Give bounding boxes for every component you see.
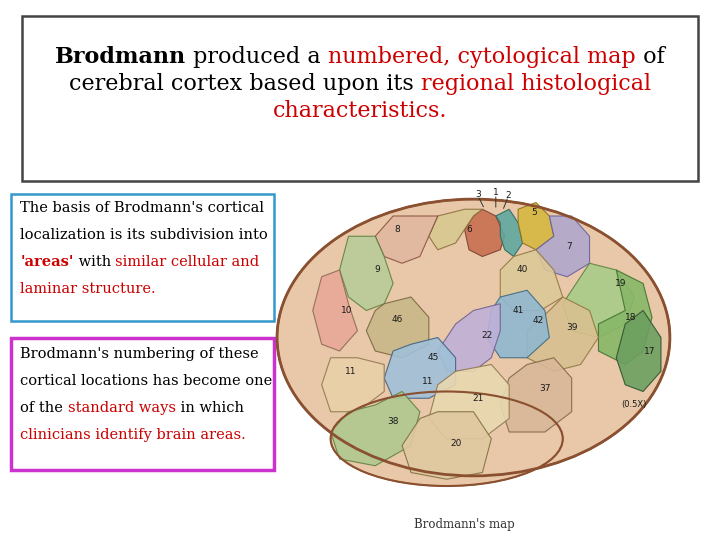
Text: regional histological: regional histological [421,73,651,94]
Text: Brodmann's map: Brodmann's map [414,518,515,531]
Polygon shape [322,357,384,411]
Text: 42: 42 [533,316,544,325]
Text: 41: 41 [513,306,523,315]
Polygon shape [496,209,523,256]
Polygon shape [402,411,491,480]
Polygon shape [429,364,509,438]
Text: laminar structure.: laminar structure. [20,282,156,296]
Text: with: with [73,255,115,269]
Polygon shape [518,202,554,249]
Text: 18: 18 [625,313,636,322]
Text: 20: 20 [450,440,462,448]
Text: cerebral cortex based upon its: cerebral cortex based upon its [69,73,421,94]
Polygon shape [500,249,563,310]
Text: 10: 10 [341,306,352,315]
Text: similar cellular and: similar cellular and [115,255,259,269]
Ellipse shape [330,392,563,486]
Text: standard ways: standard ways [68,401,176,415]
Text: numbered, cytological map: numbered, cytological map [328,46,636,68]
Text: The basis of Brodmann's cortical: The basis of Brodmann's cortical [20,201,264,215]
Text: 40: 40 [517,266,528,274]
FancyBboxPatch shape [11,338,274,470]
Text: 11: 11 [422,377,433,386]
Text: 45: 45 [428,353,439,362]
Polygon shape [366,297,429,357]
Text: cortical locations has become one: cortical locations has become one [20,374,272,388]
Polygon shape [487,291,549,357]
Polygon shape [500,357,572,432]
Polygon shape [312,270,357,351]
Polygon shape [527,297,598,372]
Text: (0.5X): (0.5X) [621,401,647,409]
Polygon shape [438,303,500,372]
Text: 2: 2 [505,191,511,200]
Text: localization is its subdivision into: localization is its subdivision into [20,228,268,242]
Text: 17: 17 [644,347,655,355]
Text: Brodmann's numbering of these: Brodmann's numbering of these [20,347,258,361]
Polygon shape [598,270,652,364]
Polygon shape [375,216,438,263]
FancyBboxPatch shape [22,16,698,181]
Polygon shape [536,216,590,276]
Text: 5: 5 [532,208,538,217]
Text: 1: 1 [493,188,499,197]
Text: produced a: produced a [186,46,328,68]
Polygon shape [464,209,505,256]
Text: 21: 21 [472,394,484,403]
Text: of the: of the [20,401,68,415]
Text: in which: in which [176,401,243,415]
Text: clinicians identify brain areas.: clinicians identify brain areas. [20,428,246,442]
Text: Brodmann: Brodmann [55,46,186,68]
Text: 19: 19 [615,279,626,288]
Text: 'areas': 'areas' [20,255,73,269]
FancyBboxPatch shape [11,194,274,321]
Polygon shape [563,263,634,338]
Polygon shape [384,338,456,399]
Polygon shape [616,310,661,392]
Text: 22: 22 [481,332,492,340]
Polygon shape [330,392,420,465]
Text: 39: 39 [566,323,577,332]
Text: 7: 7 [567,242,572,251]
Polygon shape [429,209,482,249]
Text: 9: 9 [374,266,380,274]
Text: 46: 46 [392,315,403,325]
Text: of: of [636,46,665,68]
Polygon shape [340,237,393,310]
Text: characteristics.: characteristics. [273,100,447,122]
Text: 11: 11 [345,367,356,376]
Text: 38: 38 [387,417,399,427]
Text: 3: 3 [475,190,481,199]
Text: 37: 37 [539,383,551,393]
Text: 8: 8 [395,225,400,234]
Text: 6: 6 [466,225,472,234]
Ellipse shape [277,199,670,476]
